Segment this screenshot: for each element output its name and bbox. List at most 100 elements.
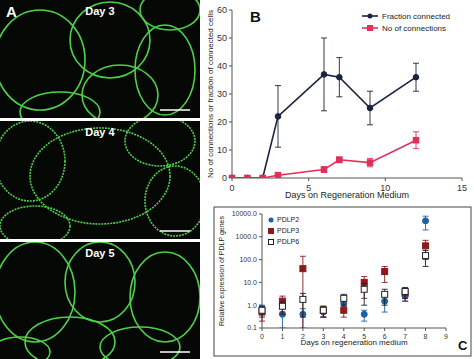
y-tick-label: 0.1 bbox=[247, 324, 257, 331]
error-bar bbox=[259, 306, 265, 317]
point bbox=[341, 307, 347, 313]
panel-background bbox=[214, 207, 471, 356]
x-axis-label: Days on Regeneration Medium bbox=[285, 190, 409, 200]
point bbox=[382, 291, 388, 297]
x-tick bbox=[302, 328, 303, 331]
y-tick bbox=[259, 214, 262, 215]
y-tick-label: 0 bbox=[222, 173, 227, 183]
x-tick bbox=[282, 328, 283, 331]
x-tick bbox=[384, 328, 385, 331]
point bbox=[300, 266, 306, 272]
error-bar bbox=[367, 158, 373, 166]
panel-label: A bbox=[6, 3, 17, 20]
error-bar bbox=[321, 167, 327, 173]
point bbox=[341, 295, 347, 301]
point bbox=[229, 175, 235, 178]
x-tick bbox=[405, 328, 406, 331]
y-tick-label: 40 bbox=[217, 61, 227, 71]
y-tick-label: 1000.0 bbox=[236, 233, 258, 240]
point bbox=[229, 175, 235, 178]
y-tick bbox=[259, 282, 262, 283]
error-bar bbox=[336, 58, 342, 97]
error-bar bbox=[361, 283, 367, 305]
cell-outline bbox=[0, 242, 75, 342]
error-bar bbox=[300, 293, 306, 317]
series bbox=[229, 38, 419, 178]
cell-outline bbox=[140, 0, 200, 30]
point bbox=[361, 311, 367, 317]
series bbox=[259, 240, 429, 328]
point bbox=[423, 253, 429, 259]
point bbox=[413, 74, 419, 80]
point bbox=[337, 74, 343, 80]
cells bbox=[0, 121, 200, 239]
x-tick bbox=[308, 178, 309, 181]
cell-outline bbox=[0, 206, 70, 239]
series bbox=[259, 216, 429, 328]
line bbox=[232, 140, 416, 178]
x-tick bbox=[323, 328, 324, 331]
cell-outline bbox=[145, 166, 200, 236]
x-tick bbox=[385, 178, 386, 181]
cell-outline bbox=[100, 327, 180, 359]
point bbox=[259, 307, 265, 313]
y-tick-label: 10 bbox=[217, 145, 227, 155]
y-tick-label: 10000.0 bbox=[232, 210, 257, 217]
image-background bbox=[0, 121, 200, 239]
cell-outline bbox=[0, 121, 65, 201]
scale-bar bbox=[160, 230, 190, 232]
micrograph: Day 3 bbox=[0, 0, 200, 132]
point bbox=[320, 307, 326, 313]
legend-label: No of connections bbox=[382, 24, 446, 33]
y-tick bbox=[259, 259, 262, 260]
point bbox=[413, 137, 419, 143]
cell-outline bbox=[65, 242, 135, 322]
error-bar bbox=[275, 86, 281, 148]
error-bar bbox=[341, 294, 347, 305]
y-axis-label: Relative expression of PDLP genes bbox=[218, 216, 226, 326]
y-tick-label: 1.0 bbox=[247, 302, 257, 309]
point bbox=[423, 218, 429, 224]
cell-outline bbox=[125, 121, 195, 166]
cell-outline bbox=[82, 65, 158, 118]
y-tick-label: 10.0 bbox=[243, 279, 257, 286]
point bbox=[423, 243, 429, 249]
y-tick-label: 50 bbox=[217, 33, 227, 43]
cells bbox=[0, 0, 200, 118]
error-bar bbox=[361, 310, 367, 321]
x-tick bbox=[343, 328, 344, 331]
scale-bar bbox=[160, 109, 190, 111]
x-tick bbox=[462, 178, 463, 181]
x-tick bbox=[446, 328, 447, 331]
y-tick-label: 60 bbox=[217, 5, 227, 15]
point bbox=[245, 175, 251, 178]
y-tick bbox=[229, 122, 232, 123]
panel-label: C bbox=[458, 338, 468, 353]
point bbox=[260, 175, 266, 178]
legend-label: PDLP6 bbox=[277, 238, 299, 245]
image-label: Day 3 bbox=[85, 5, 114, 17]
y-tick bbox=[229, 150, 232, 151]
x-tick-label: 0 bbox=[260, 333, 264, 340]
error-bar bbox=[320, 306, 326, 317]
panel-background bbox=[205, 0, 474, 204]
error-bar bbox=[382, 266, 388, 282]
panel-label: B bbox=[250, 8, 261, 25]
micrograph: Day 5 bbox=[0, 242, 200, 359]
x-tick-label: 9 bbox=[444, 333, 448, 340]
point bbox=[382, 269, 388, 275]
point bbox=[337, 157, 343, 163]
cell-outline bbox=[130, 252, 200, 342]
x-tick bbox=[364, 328, 365, 331]
legend: PDLP2PDLP3PDLP6 bbox=[269, 216, 300, 245]
legend: Fraction connected No of connections bbox=[362, 12, 450, 33]
cells bbox=[0, 242, 200, 359]
legend-label: Fraction connected bbox=[382, 12, 450, 21]
point bbox=[245, 175, 251, 178]
x-tick-label: 1 bbox=[280, 333, 284, 340]
error-bar bbox=[341, 306, 347, 317]
error-bar bbox=[279, 302, 285, 314]
series bbox=[259, 251, 429, 318]
y-tick bbox=[229, 38, 232, 39]
image-background bbox=[0, 0, 200, 118]
